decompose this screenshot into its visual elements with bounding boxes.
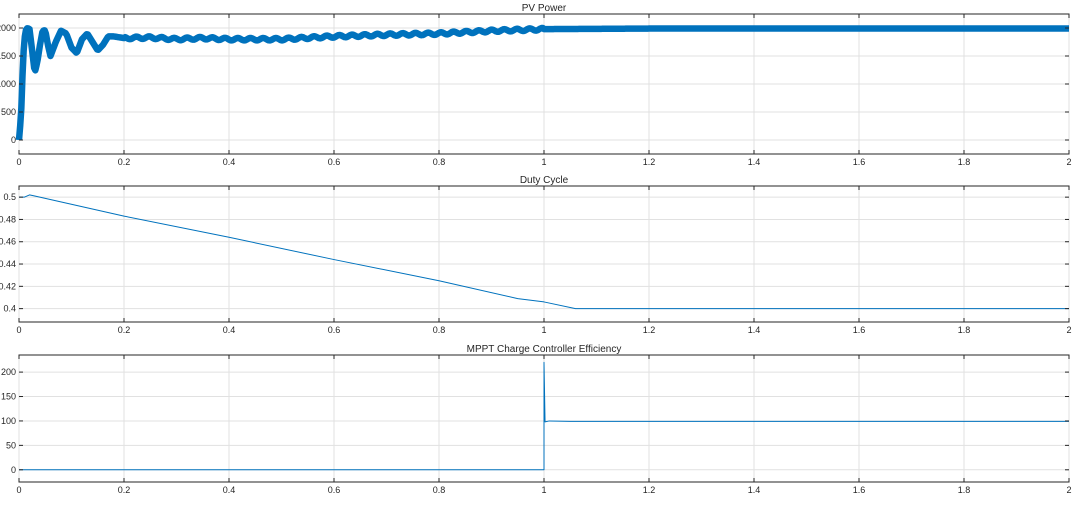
chart-title: Duty Cycle <box>520 175 569 186</box>
x-tick-label: 0.2 <box>118 157 131 167</box>
x-tick-label: 1.8 <box>958 325 971 335</box>
x-tick-label: 1.8 <box>958 485 971 495</box>
x-tick-label: 1.4 <box>748 325 761 335</box>
series-line-duty-cycle <box>19 194 1069 310</box>
x-tick-label: 0.2 <box>118 485 131 495</box>
x-tick-label: 1.2 <box>643 485 656 495</box>
y-tick-label: 2000 <box>0 23 16 33</box>
x-tick-label: 1.6 <box>853 485 866 495</box>
x-tick-label: 1.2 <box>643 325 656 335</box>
y-tick-label: 0 <box>11 135 16 145</box>
x-tick-label: 1.8 <box>958 157 971 167</box>
chart-title: PV Power <box>522 3 567 14</box>
x-tick-label: 0.6 <box>328 157 341 167</box>
x-tick-label: 1.6 <box>853 325 866 335</box>
x-tick-label: 2 <box>1066 157 1071 167</box>
y-tick-label: 50 <box>6 440 16 450</box>
x-tick-label: 0.6 <box>328 485 341 495</box>
x-tick-label: 0.8 <box>433 325 446 335</box>
chart-pv-power: 0 0.2 0.4 0.6 0.8 1 1.2 1.4 1.6 1.8 2 0 500 1000 1500 2… <box>0 3 1072 167</box>
x-tick-label: 1.4 <box>748 485 761 495</box>
x-tick-label: 0 <box>16 325 21 335</box>
x-tick-label: 1.4 <box>748 157 761 167</box>
x-tick-label: 2 <box>1066 325 1071 335</box>
x-tick-label: 0.4 <box>223 485 236 495</box>
y-tick-label: 0.5 <box>3 192 16 202</box>
y-tick-label: 100 <box>1 416 16 426</box>
chart-duty-cycle: 0 0.2 0.4 0.6 0.8 1 1.2 1.4 1.6 1.8 2 0.4 0.42 0.44 0.… <box>0 175 1072 335</box>
chart-efficiency: 0 0.2 0.4 0.6 0.8 1 1.2 1.4 1.6 1.8 2 0 50 100 150 200 M… <box>1 344 1072 495</box>
y-tick-label: 200 <box>1 367 16 377</box>
x-tick-label: 1 <box>541 485 546 495</box>
y-tick-label: 0.48 <box>0 214 16 224</box>
x-tick-label: 1 <box>541 325 546 335</box>
x-tick-label: 0.4 <box>223 157 236 167</box>
x-tick-label: 2 <box>1066 485 1071 495</box>
x-tick-label: 0.8 <box>433 485 446 495</box>
y-tick-label: 0 <box>11 465 16 475</box>
y-tick-label: 1500 <box>0 51 16 61</box>
x-tick-label: 1 <box>541 157 546 167</box>
x-tick-label: 0.8 <box>433 157 446 167</box>
y-tick-label: 0.46 <box>0 237 16 247</box>
y-tick-label: 1000 <box>0 79 16 89</box>
series-line-pv-power <box>15 24 1072 141</box>
chart-title: MPPT Charge Controller Efficiency <box>467 344 622 355</box>
y-tick-label: 0.4 <box>3 304 16 314</box>
x-tick-label: 0.6 <box>328 325 341 335</box>
y-tick-label: 150 <box>1 392 16 402</box>
x-tick-label: 0.2 <box>118 325 131 335</box>
y-tick-label: 0.42 <box>0 281 16 291</box>
series-line-efficiency <box>19 361 1069 471</box>
y-tick-label: 0.44 <box>0 259 16 269</box>
x-tick-label: 0 <box>16 157 21 167</box>
x-tick-label: 1.2 <box>643 157 656 167</box>
y-tick-label: 500 <box>1 107 16 117</box>
x-tick-label: 0.4 <box>223 325 236 335</box>
x-tick-label: 1.6 <box>853 157 866 167</box>
x-tick-label: 0 <box>16 485 21 495</box>
